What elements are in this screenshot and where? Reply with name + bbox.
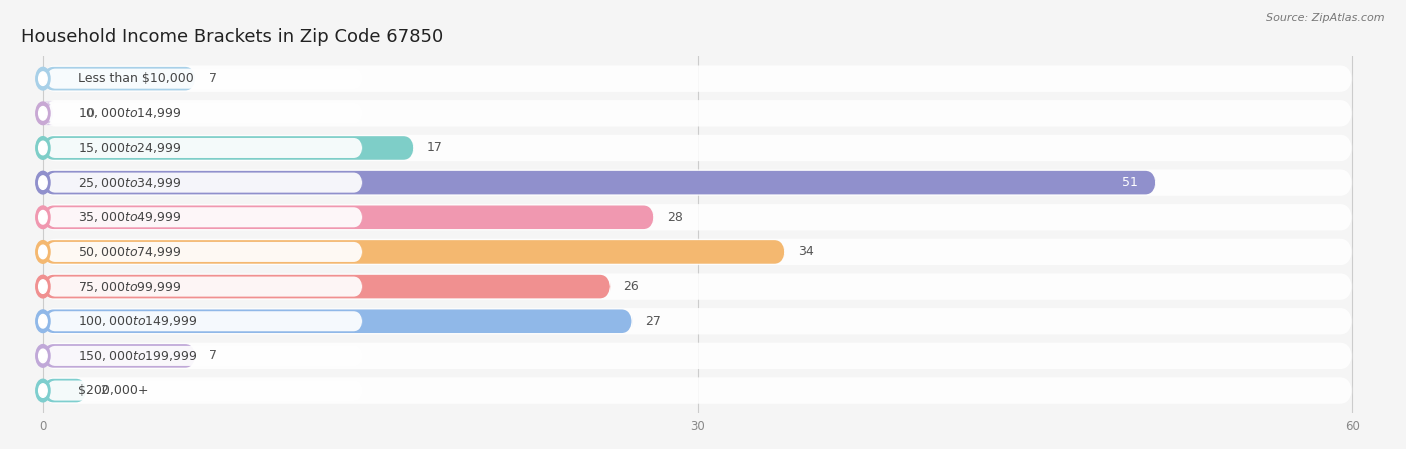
Text: 34: 34 (799, 246, 814, 259)
FancyBboxPatch shape (44, 66, 1353, 92)
FancyBboxPatch shape (46, 138, 363, 158)
FancyBboxPatch shape (44, 273, 1353, 300)
Circle shape (35, 275, 51, 298)
FancyBboxPatch shape (46, 242, 363, 262)
Circle shape (35, 102, 51, 125)
Circle shape (38, 141, 48, 155)
FancyBboxPatch shape (46, 69, 363, 88)
Circle shape (35, 136, 51, 159)
FancyBboxPatch shape (44, 101, 53, 125)
Text: $200,000+: $200,000+ (77, 384, 148, 397)
FancyBboxPatch shape (44, 379, 87, 402)
Text: $50,000 to $74,999: $50,000 to $74,999 (77, 245, 181, 259)
Circle shape (38, 72, 48, 85)
FancyBboxPatch shape (44, 169, 1353, 196)
Circle shape (38, 280, 48, 293)
Circle shape (35, 172, 51, 194)
Text: 17: 17 (427, 141, 443, 154)
FancyBboxPatch shape (46, 311, 363, 331)
Text: 0: 0 (87, 107, 94, 120)
FancyBboxPatch shape (44, 309, 633, 333)
FancyBboxPatch shape (46, 172, 363, 193)
FancyBboxPatch shape (44, 240, 785, 264)
Text: $35,000 to $49,999: $35,000 to $49,999 (77, 210, 181, 224)
FancyBboxPatch shape (46, 103, 363, 123)
Text: $100,000 to $149,999: $100,000 to $149,999 (77, 314, 197, 328)
Circle shape (35, 379, 51, 402)
Text: 27: 27 (645, 315, 661, 328)
FancyBboxPatch shape (44, 171, 1156, 194)
Circle shape (38, 349, 48, 363)
Circle shape (38, 211, 48, 224)
FancyBboxPatch shape (44, 377, 1353, 404)
FancyBboxPatch shape (44, 344, 195, 368)
Text: $10,000 to $14,999: $10,000 to $14,999 (77, 106, 181, 120)
Circle shape (38, 314, 48, 328)
FancyBboxPatch shape (44, 136, 413, 160)
FancyBboxPatch shape (46, 207, 363, 227)
Circle shape (38, 384, 48, 397)
Text: 7: 7 (208, 72, 217, 85)
FancyBboxPatch shape (44, 343, 1353, 369)
FancyBboxPatch shape (44, 67, 195, 90)
Circle shape (38, 176, 48, 189)
Text: $150,000 to $199,999: $150,000 to $199,999 (77, 349, 197, 363)
FancyBboxPatch shape (44, 275, 610, 299)
FancyBboxPatch shape (44, 206, 654, 229)
FancyBboxPatch shape (46, 381, 363, 401)
Circle shape (38, 245, 48, 259)
Text: 28: 28 (666, 211, 683, 224)
FancyBboxPatch shape (44, 308, 1353, 335)
Circle shape (35, 310, 51, 333)
Text: 7: 7 (208, 349, 217, 362)
FancyBboxPatch shape (44, 204, 1353, 230)
FancyBboxPatch shape (46, 277, 363, 297)
Text: Household Income Brackets in Zip Code 67850: Household Income Brackets in Zip Code 67… (21, 28, 443, 46)
Text: 51: 51 (1122, 176, 1139, 189)
Circle shape (38, 106, 48, 120)
Text: Source: ZipAtlas.com: Source: ZipAtlas.com (1267, 13, 1385, 23)
FancyBboxPatch shape (46, 346, 363, 366)
FancyBboxPatch shape (44, 135, 1353, 161)
FancyBboxPatch shape (44, 100, 1353, 127)
Text: $25,000 to $34,999: $25,000 to $34,999 (77, 176, 181, 189)
Circle shape (35, 241, 51, 263)
Circle shape (35, 344, 51, 367)
FancyBboxPatch shape (44, 239, 1353, 265)
Circle shape (35, 206, 51, 229)
Text: 26: 26 (623, 280, 640, 293)
Text: $15,000 to $24,999: $15,000 to $24,999 (77, 141, 181, 155)
Text: $75,000 to $99,999: $75,000 to $99,999 (77, 280, 181, 294)
Text: 2: 2 (100, 384, 107, 397)
Text: Less than $10,000: Less than $10,000 (77, 72, 194, 85)
Circle shape (35, 67, 51, 90)
